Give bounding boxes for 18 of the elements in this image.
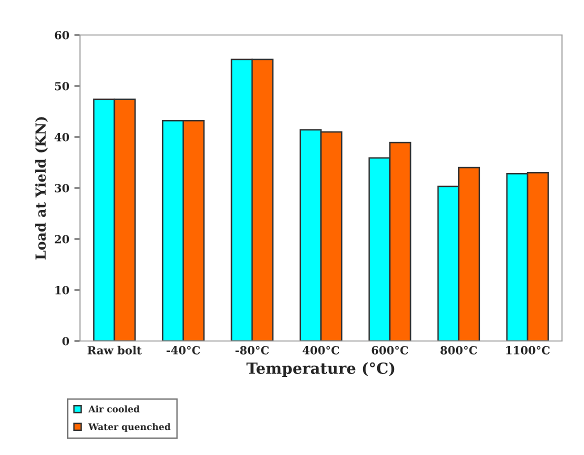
x-axis-title: Temperature (°C) [246,362,394,377]
x-tick-label: 1100°C [506,346,550,354]
legend-label: Air cooled [88,405,140,412]
y-axis-title: Load at Yield (KN) [35,117,48,260]
y-tick-label: 60 [54,30,70,40]
x-tick-label: -40°C [166,346,200,354]
x-tick-label: 400°C [302,346,340,354]
x-tick-label: -80°C [236,346,269,354]
y-tick-label: 0 [62,336,70,346]
y-tick-label: 40 [54,132,70,142]
y-tick-label: 10 [55,286,70,294]
x-tick-label: Raw bolt [88,346,142,354]
y-tick-label: 30 [54,184,70,192]
y-tick-label: 50 [55,82,70,90]
legend-label: Water quenched [88,423,171,432]
x-tick-label: 800°C [440,346,477,354]
y-tick-label: 20 [54,234,70,244]
x-tick-label: 600°C [372,346,408,354]
